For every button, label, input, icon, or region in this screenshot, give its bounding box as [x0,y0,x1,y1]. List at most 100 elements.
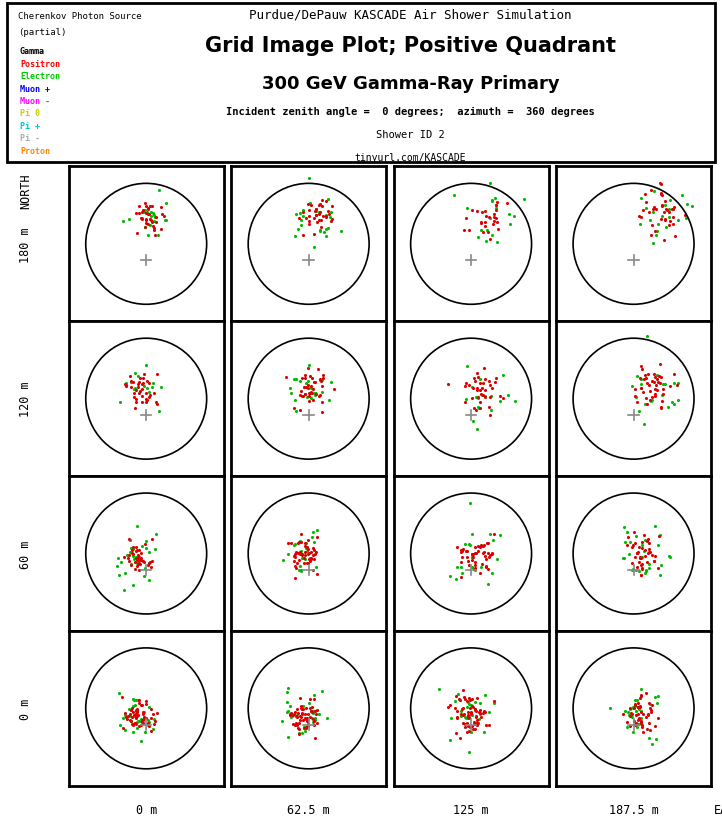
Point [313,199,325,212]
Point [129,709,141,722]
Point [651,384,663,397]
Point [297,552,309,565]
Point [487,567,498,580]
Point [643,696,655,710]
Point [644,215,656,228]
Point [122,713,134,726]
Point [300,388,311,401]
Point [292,721,304,735]
Point [303,171,315,185]
Point [629,698,640,711]
Point [129,367,141,380]
Point [667,203,679,217]
Point [648,201,660,215]
Point [143,573,155,587]
Point [641,534,653,548]
Point [293,553,305,567]
Point [130,703,142,716]
Point [122,709,134,722]
Point [469,563,480,576]
Point [126,701,138,715]
Point [128,719,139,732]
Point [322,205,334,218]
Point [637,720,648,733]
Point [627,538,639,552]
Point [131,721,143,734]
Point [479,705,490,718]
Point [469,704,481,717]
Point [141,697,152,711]
Point [129,382,140,395]
Point [638,418,649,431]
Point [131,716,142,729]
Point [639,188,651,201]
Point [312,363,323,376]
Point [142,713,154,726]
Point [140,535,152,548]
Point [299,537,310,550]
Point [503,208,515,222]
Point [142,218,154,232]
Point [635,382,647,395]
Point [308,525,319,538]
Point [633,717,645,731]
Point [639,369,651,382]
Point [129,716,141,730]
Point [663,203,674,217]
Point [472,391,484,405]
Point [137,554,149,568]
Point [627,711,638,724]
Point [299,369,310,382]
Point [627,540,638,553]
Point [290,716,301,730]
Point [113,551,124,564]
Point [468,401,479,415]
Point [139,196,151,210]
Point [306,701,318,714]
Point [126,380,137,394]
Point [477,376,489,390]
Point [133,381,144,395]
Point [659,200,671,213]
Point [464,538,475,551]
Point [295,404,306,417]
Point [282,705,294,718]
Point [471,423,483,436]
Point [143,701,155,714]
Point [479,391,491,405]
Point [296,706,308,720]
Point [679,209,691,222]
Point [663,212,674,225]
Point [635,212,647,225]
Point [467,382,479,395]
Point [476,387,487,400]
Point [287,708,299,721]
Point [664,206,675,220]
Point [132,558,144,571]
Point [667,211,679,224]
Point [281,706,292,719]
Text: Gamma: Gamma [20,48,45,56]
Point [482,577,493,590]
Point [626,708,638,721]
Point [625,703,636,716]
Point [148,208,160,222]
Point [124,534,136,548]
Point [320,212,331,225]
Point [643,537,655,550]
Point [656,400,667,414]
Point [680,212,692,226]
Point [677,189,688,202]
Point [470,704,482,717]
Point [127,543,139,556]
Point [477,539,489,553]
Point [451,711,463,725]
Point [635,552,646,565]
Text: (partial): (partial) [18,28,66,37]
Point [295,544,306,558]
Point [297,204,309,217]
Point [477,226,489,239]
Point [634,550,645,563]
Point [469,722,481,736]
Point [298,721,310,734]
